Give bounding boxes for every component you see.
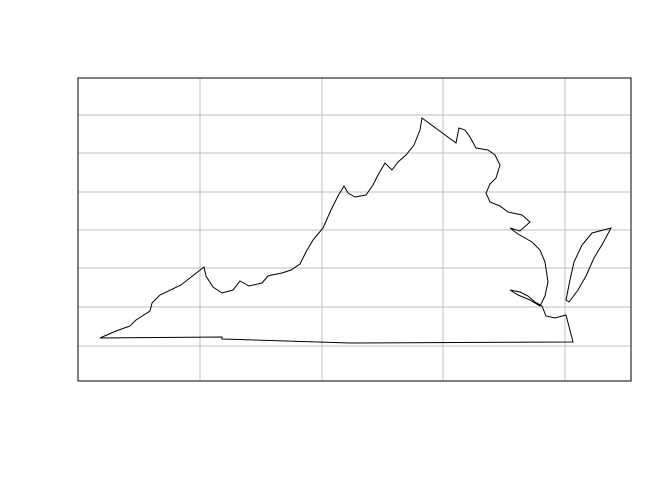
virginia-mainland-outline xyxy=(99,117,574,344)
plot-frame xyxy=(77,77,632,382)
eastern-shore-outline xyxy=(565,227,612,303)
grid-lines xyxy=(78,78,631,381)
